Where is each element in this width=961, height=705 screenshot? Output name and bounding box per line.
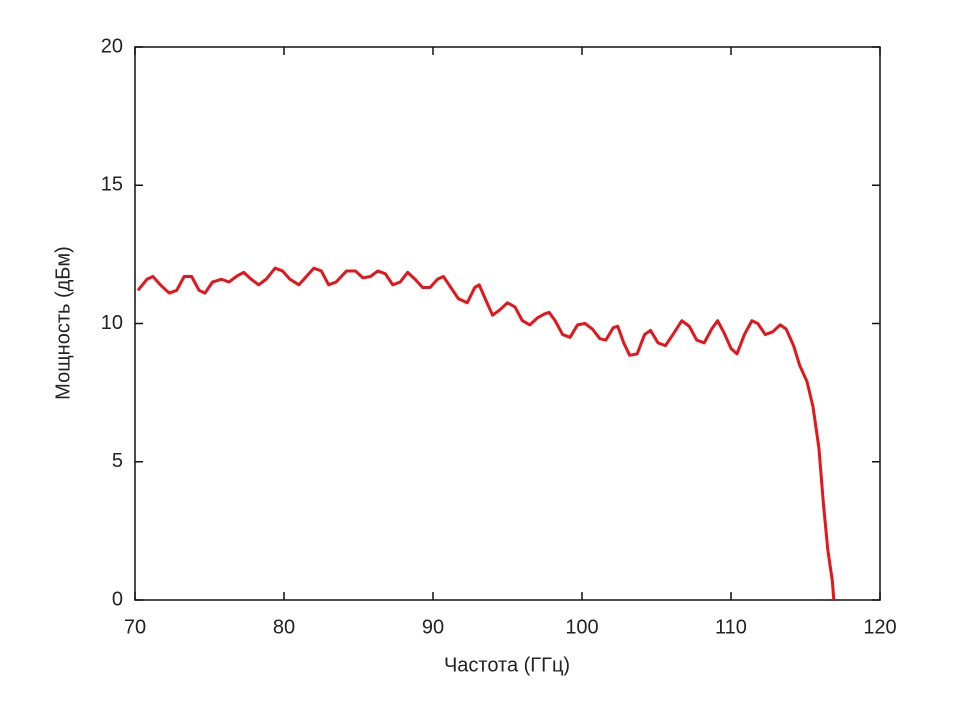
plot-frame xyxy=(134,46,881,601)
x-tick-label: 110 xyxy=(715,616,747,638)
y-axis-label: Мощность (дБм) xyxy=(52,246,74,400)
y-tick-label: 0 xyxy=(112,588,123,610)
x-tick-label: 120 xyxy=(863,616,896,638)
x-tick-label: 70 xyxy=(124,616,146,638)
x-tick-label: 80 xyxy=(273,616,295,638)
y-tick-label: 10 xyxy=(101,312,123,334)
y-tick-label: 5 xyxy=(112,450,123,472)
y-tick-label: 15 xyxy=(101,174,123,196)
x-tick-label: 100 xyxy=(565,616,598,638)
x-axis-label: Частота (ГГц) xyxy=(444,654,570,676)
y-tick-label: 20 xyxy=(101,35,123,57)
x-tick-label: 90 xyxy=(422,616,444,638)
data-line xyxy=(136,266,836,601)
